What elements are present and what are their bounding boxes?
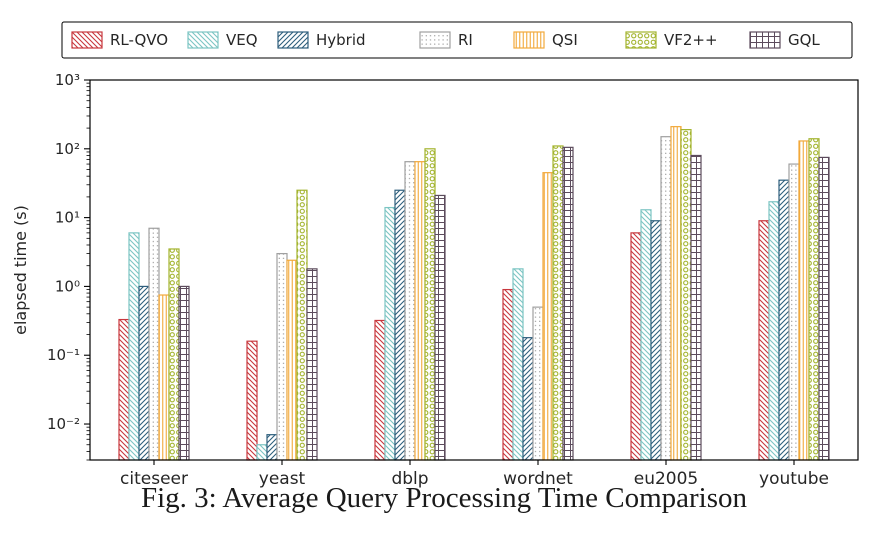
bar	[256, 444, 268, 461]
bar	[404, 161, 416, 461]
bar	[286, 259, 298, 461]
bar	[768, 201, 780, 461]
bar	[414, 161, 426, 461]
bar	[246, 340, 258, 461]
x-tick-label: wordnet	[503, 469, 573, 488]
bar	[522, 337, 534, 461]
bar	[118, 318, 130, 461]
y-tick-label: 10²	[55, 140, 80, 158]
y-tick-label: 10¹	[55, 209, 80, 227]
x-tick-label: citeseer	[120, 469, 188, 488]
legend-item-rlqvo: RL-QVO	[71, 31, 168, 49]
bar	[650, 220, 662, 461]
legend-label: GQL	[788, 31, 820, 49]
bar	[670, 126, 682, 461]
legend-label: RI	[458, 31, 473, 49]
bar	[138, 285, 150, 461]
legend-swatch	[71, 31, 103, 49]
bar	[158, 294, 170, 461]
legend-label: RL-QVO	[110, 31, 168, 49]
legend-swatch	[187, 31, 219, 49]
bar	[532, 306, 544, 461]
bar	[178, 285, 190, 461]
bar	[552, 145, 564, 461]
bar	[168, 248, 180, 461]
bar	[680, 129, 692, 461]
legend-swatch	[419, 31, 451, 49]
legend-item-ri: RI	[419, 31, 473, 49]
bar	[276, 252, 288, 461]
bar	[542, 172, 554, 461]
legend-label: VEQ	[226, 31, 258, 49]
y-tick-label: 10⁻²	[47, 415, 80, 433]
y-tick-label: 10⁰	[55, 277, 80, 295]
bar	[778, 179, 790, 461]
legend-label: VF2++	[664, 31, 718, 49]
bar	[128, 232, 140, 461]
legend-swatch	[625, 31, 657, 49]
bar	[562, 146, 574, 461]
legend-item-qsi: QSI	[513, 31, 578, 49]
legend-item-gql: GQL	[749, 31, 820, 49]
bar	[424, 148, 436, 461]
legend-item-veq: VEQ	[187, 31, 258, 49]
bar	[266, 434, 278, 461]
bar	[512, 268, 524, 461]
bar	[660, 136, 672, 461]
bar	[818, 156, 830, 461]
bar	[502, 288, 514, 461]
bar	[808, 138, 820, 461]
bar	[394, 189, 406, 461]
legend-item-hybrid: Hybrid	[277, 31, 366, 49]
legend-box	[61, 21, 853, 59]
bar	[296, 189, 308, 461]
legend-label: QSI	[552, 31, 578, 49]
legend-item-vf2: VF2++	[625, 31, 718, 49]
bar	[434, 194, 446, 461]
bar	[384, 206, 396, 461]
x-tick-label: yeast	[259, 469, 306, 488]
bar-chart: 10⁻² 10⁻¹ 10⁰ 10¹ 10² 10³ citeseer yeast dblp wor…	[11, 21, 859, 489]
bars	[118, 126, 830, 461]
y-axis-label: elapsed time (s)	[11, 205, 30, 335]
legend-label: Hybrid	[316, 31, 366, 49]
x-tick-label: dblp	[391, 469, 428, 488]
bar	[788, 163, 800, 461]
y-tick-label: 10⁻¹	[47, 346, 80, 364]
plot-border	[89, 79, 859, 461]
bar	[798, 140, 810, 461]
figure-caption: Fig. 3: Average Query Processing Time Co…	[140, 482, 747, 514]
bar	[640, 209, 652, 461]
bar	[758, 220, 770, 461]
x-tick-label: eu2005	[634, 469, 699, 488]
legend: RL-QVO VEQ Hybrid RI QSI VF2++ GQL	[61, 21, 853, 59]
bar	[306, 268, 318, 461]
legend-swatch	[749, 31, 781, 49]
x-tick-label: youtube	[759, 469, 829, 488]
bar	[148, 227, 160, 461]
bar	[630, 232, 642, 461]
legend-swatch	[513, 31, 545, 49]
bar	[690, 154, 702, 461]
y-tick-label: 10³	[55, 71, 80, 89]
bar	[374, 319, 386, 461]
legend-swatch	[277, 31, 309, 49]
